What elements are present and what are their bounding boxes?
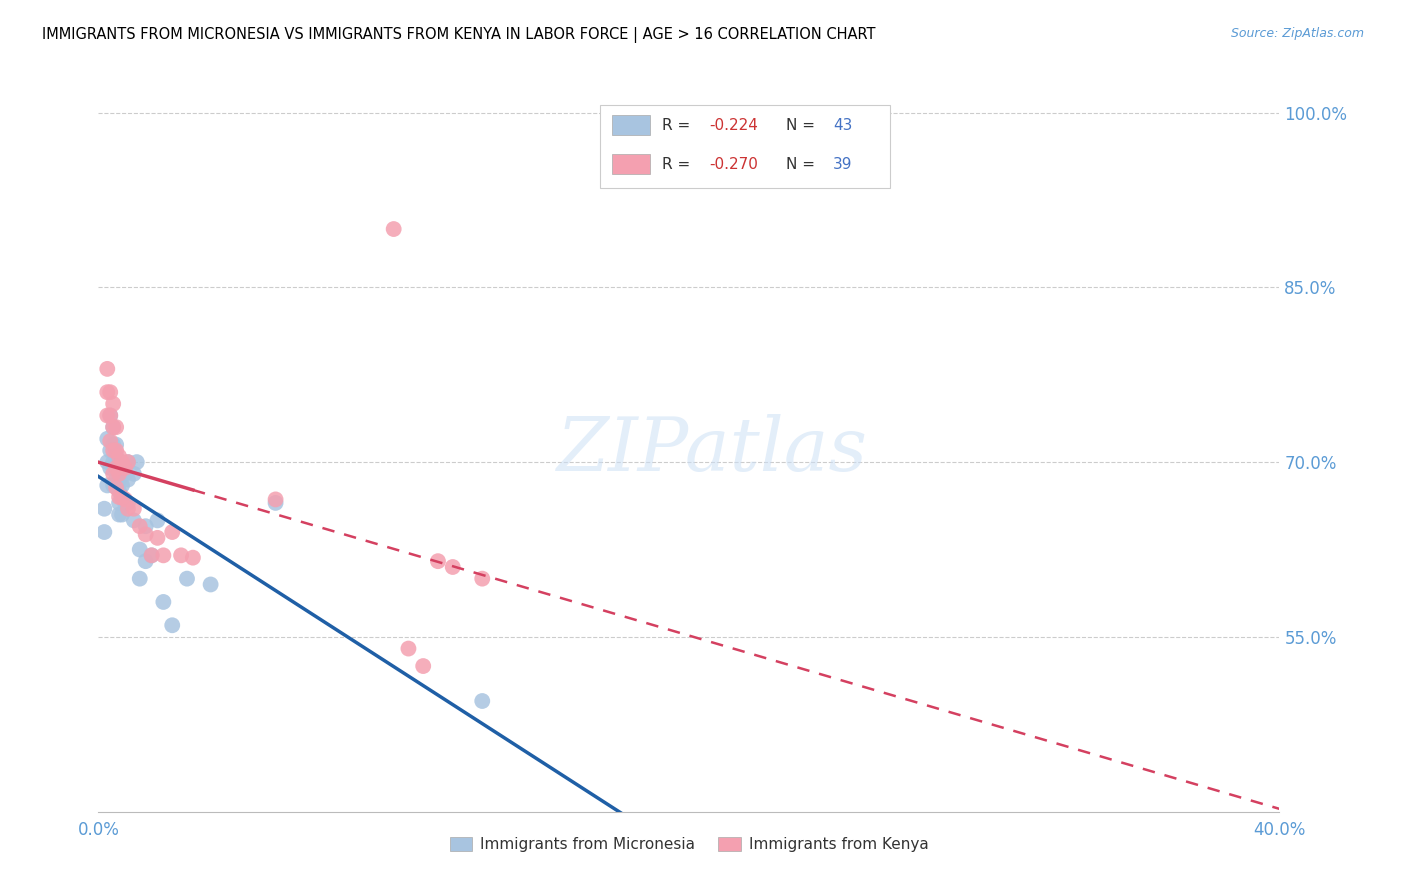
- Point: [146, 531, 169, 545]
- Legend: Immigrants from Micronesia, Immigrants from Kenya: Immigrants from Micronesia, Immigrants f…: [443, 831, 935, 858]
- Point: [117, 455, 139, 469]
- Point: [98, 434, 121, 449]
- Point: [111, 455, 134, 469]
- Point: [111, 508, 134, 522]
- Point: [98, 461, 121, 475]
- Point: [108, 490, 131, 504]
- Point: [117, 455, 139, 469]
- Point: [98, 409, 121, 423]
- Point: [114, 467, 136, 481]
- Point: [471, 694, 494, 708]
- Point: [108, 508, 131, 522]
- Point: [98, 409, 121, 423]
- Point: [264, 496, 287, 510]
- Point: [170, 549, 193, 563]
- Point: [114, 496, 136, 510]
- Point: [96, 409, 118, 423]
- Text: R =: R =: [662, 118, 695, 133]
- Point: [111, 461, 134, 475]
- Point: [98, 385, 121, 400]
- Point: [108, 461, 131, 475]
- Point: [162, 524, 183, 539]
- Point: [471, 572, 494, 586]
- Point: [105, 473, 128, 487]
- Point: [176, 572, 198, 586]
- Point: [105, 481, 128, 495]
- Point: [152, 595, 174, 609]
- Point: [128, 572, 150, 586]
- Text: 39: 39: [832, 157, 852, 172]
- Text: N =: N =: [786, 118, 820, 133]
- Point: [141, 549, 163, 563]
- Point: [108, 473, 131, 487]
- Point: [105, 450, 128, 464]
- Point: [122, 501, 145, 516]
- Text: -0.224: -0.224: [709, 118, 758, 133]
- Point: [141, 549, 163, 563]
- Point: [96, 362, 118, 376]
- Point: [108, 450, 131, 464]
- Point: [117, 473, 139, 487]
- Point: [103, 437, 125, 451]
- Point: [427, 554, 450, 568]
- Point: [117, 501, 139, 516]
- Point: [93, 524, 115, 539]
- Point: [105, 437, 128, 451]
- Point: [103, 478, 125, 492]
- Point: [103, 397, 125, 411]
- Bar: [612, 154, 650, 175]
- Point: [103, 420, 125, 434]
- Point: [200, 577, 222, 591]
- Point: [135, 554, 157, 568]
- Point: [103, 467, 125, 481]
- Point: [117, 496, 139, 510]
- Point: [128, 519, 150, 533]
- Point: [96, 432, 118, 446]
- Point: [103, 420, 125, 434]
- Text: N =: N =: [786, 157, 820, 172]
- Point: [108, 467, 131, 481]
- Text: R =: R =: [662, 157, 695, 172]
- Text: ZIPatlas: ZIPatlas: [557, 414, 868, 487]
- Point: [181, 550, 204, 565]
- Point: [96, 385, 118, 400]
- Point: [105, 420, 128, 434]
- Point: [398, 641, 420, 656]
- Point: [382, 222, 405, 236]
- Text: IMMIGRANTS FROM MICRONESIA VS IMMIGRANTS FROM KENYA IN LABOR FORCE | AGE > 16 CO: IMMIGRANTS FROM MICRONESIA VS IMMIGRANTS…: [42, 27, 876, 43]
- Point: [441, 560, 464, 574]
- Point: [114, 492, 136, 507]
- Point: [128, 542, 150, 557]
- Bar: [600, 105, 890, 188]
- Point: [96, 455, 118, 469]
- Point: [103, 455, 125, 469]
- Text: 43: 43: [832, 118, 852, 133]
- Point: [135, 519, 157, 533]
- Point: [111, 490, 134, 504]
- Point: [108, 496, 131, 510]
- Point: [152, 549, 174, 563]
- Point: [98, 443, 121, 458]
- Point: [125, 455, 148, 469]
- Point: [412, 659, 434, 673]
- Point: [105, 461, 128, 475]
- Point: [122, 467, 145, 481]
- Point: [111, 478, 134, 492]
- Point: [93, 501, 115, 516]
- Point: [146, 513, 169, 527]
- Point: [135, 527, 157, 541]
- Point: [264, 492, 287, 507]
- Point: [122, 513, 145, 527]
- Point: [96, 478, 118, 492]
- Text: -0.270: -0.270: [709, 157, 758, 172]
- Bar: [612, 115, 650, 136]
- Text: Source: ZipAtlas.com: Source: ZipAtlas.com: [1230, 27, 1364, 40]
- Point: [114, 461, 136, 475]
- Point: [103, 443, 125, 458]
- Point: [108, 484, 131, 499]
- Point: [105, 443, 128, 458]
- Point: [162, 618, 183, 632]
